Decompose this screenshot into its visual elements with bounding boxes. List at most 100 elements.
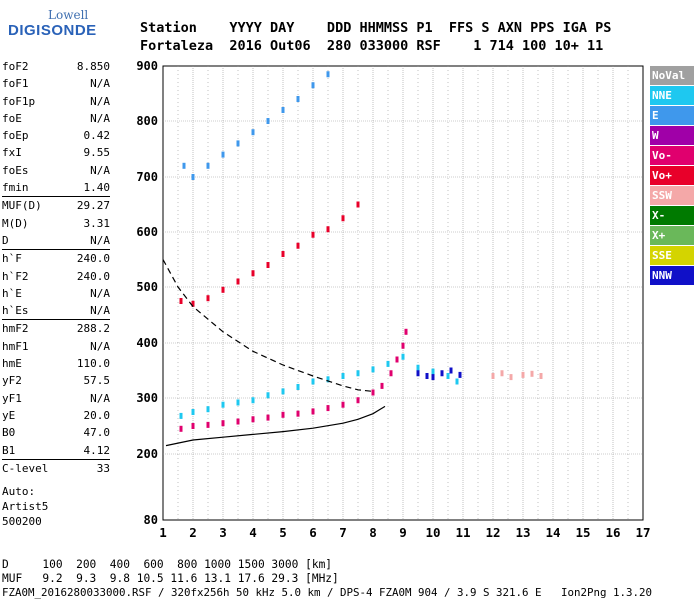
legend-item-vo-: Vo+ <box>650 166 694 186</box>
param-row: MUF(D) 29.27 <box>2 197 110 214</box>
autoscaling-info: Auto: Artist5 500200 <box>2 484 48 529</box>
x-tick-label: 17 <box>635 525 650 540</box>
echo-point <box>251 397 255 404</box>
echo-point <box>416 370 420 377</box>
param-label: MUF(D) <box>2 199 42 213</box>
param-value: 57.5 <box>83 374 111 388</box>
echo-point <box>179 298 183 304</box>
echo-point <box>491 373 495 379</box>
echo-point <box>341 373 345 379</box>
auto-label: Auto: <box>2 485 36 498</box>
x-tick-label: 12 <box>485 525 500 540</box>
x-tick-label: 2 <box>189 525 197 540</box>
echo-point <box>266 118 270 124</box>
param-row: B0 47.0 <box>2 424 110 441</box>
x-tick-label: 7 <box>339 525 347 540</box>
param-label: fxI <box>2 146 22 160</box>
legend-item-nnw: NNW <box>650 266 694 286</box>
param-label: foEs <box>2 163 29 177</box>
echo-point <box>356 201 360 208</box>
y-tick-label: 80 <box>144 513 158 527</box>
x-tick-label: 13 <box>515 525 530 540</box>
echo-point <box>179 412 183 419</box>
legend-item-vo-: Vo- <box>650 146 694 166</box>
echo-point <box>221 151 225 158</box>
echo-point <box>371 389 375 396</box>
param-row: hmF1 N/A <box>2 338 110 355</box>
y-tick-label: 800 <box>136 114 158 128</box>
echo-point <box>416 364 420 371</box>
param-row: h`Es N/A <box>2 302 110 321</box>
param-row: h`F 240.0 <box>2 250 110 267</box>
legend-item-sse: SSE <box>650 246 694 266</box>
echo-point <box>296 384 300 390</box>
echo-point <box>266 392 270 399</box>
y-tick-label: 200 <box>136 447 158 461</box>
echo-point <box>221 420 225 427</box>
ionospheric-parameters-panel: foF2 8.850 foF1 N/A foF1p N/A foE N/A foEp 0.42 fx… <box>2 58 110 477</box>
profile-curve <box>165 405 386 447</box>
x-tick-label: 16 <box>605 525 620 540</box>
param-label: hmF2 <box>2 322 29 336</box>
param-value: 33 <box>96 461 110 475</box>
echo-point <box>539 373 543 379</box>
logo-digisonde-text: DIGISONDE <box>8 22 97 39</box>
echo-point <box>296 242 300 249</box>
echo-point <box>440 370 444 377</box>
echo-point <box>251 270 255 277</box>
echo-point <box>389 370 393 377</box>
param-label: hmE <box>2 357 22 371</box>
echo-point <box>311 231 315 238</box>
echo-point <box>251 129 255 136</box>
echo-point <box>458 371 462 378</box>
legend-item-ssw: SSW <box>650 186 694 206</box>
y-tick-label: 500 <box>136 280 158 294</box>
param-row: yF1 N/A <box>2 390 110 407</box>
param-value: 288.2 <box>76 322 110 336</box>
echo-point <box>311 378 315 385</box>
x-tick-label: 6 <box>309 525 317 540</box>
param-value: N/A <box>90 233 110 247</box>
x-tick-label: 11 <box>455 525 470 540</box>
echo-point <box>206 295 210 302</box>
echo-point <box>500 370 504 377</box>
echo-point <box>281 251 285 257</box>
x-tick-label: 15 <box>575 525 590 540</box>
legend-item-noval: NoVal <box>650 66 694 86</box>
param-label: yF1 <box>2 391 22 405</box>
param-value: 240.0 <box>76 252 110 266</box>
echo-point <box>281 388 285 395</box>
param-value: 0.42 <box>83 129 111 143</box>
echo-point <box>191 409 195 415</box>
muf-table-values: MUF 9.2 9.3 9.8 10.5 11.6 13.1 17.6 29.3… <box>2 572 339 585</box>
param-label: fmin <box>2 181 29 195</box>
param-label: yF2 <box>2 374 22 388</box>
x-tick-label: 4 <box>249 525 257 540</box>
param-label: h`Es <box>2 304 29 318</box>
echo-point <box>530 370 534 377</box>
param-row: fxI 9.55 <box>2 144 110 161</box>
param-value: N/A <box>90 286 110 300</box>
echo-point <box>326 226 330 233</box>
param-label: foF2 <box>2 60 29 73</box>
param-row: D N/A <box>2 232 110 251</box>
param-row: h`F2 240.0 <box>2 268 110 285</box>
param-row: yE 20.0 <box>2 407 110 424</box>
param-value: N/A <box>90 304 110 318</box>
param-value: N/A <box>90 94 110 108</box>
param-value: 47.0 <box>83 426 111 440</box>
echo-point <box>449 367 453 374</box>
param-row: hmF2 288.2 <box>2 320 110 337</box>
echo-point <box>401 353 405 360</box>
file-info-footer: FZA0M_2016280033000.RSF / 320fx256h 50 k… <box>2 586 653 599</box>
legend-item-e: E <box>650 106 694 126</box>
echo-point <box>326 405 330 412</box>
echo-point <box>425 373 429 379</box>
echo-point <box>221 401 225 408</box>
echo-point <box>341 215 345 222</box>
echo-point <box>431 374 435 381</box>
param-row: C-level 33 <box>2 460 110 477</box>
legend-item-w: W <box>650 126 694 146</box>
x-tick-label: 10 <box>425 525 440 540</box>
